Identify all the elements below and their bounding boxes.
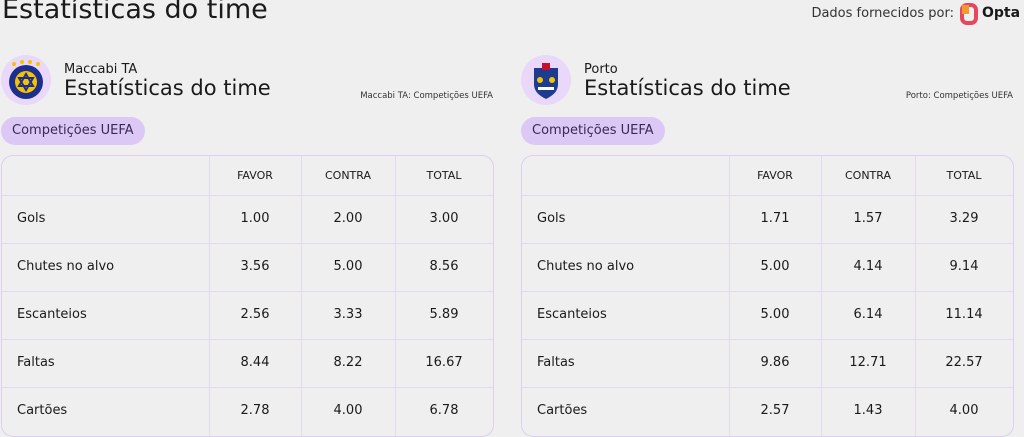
stat-value: 22.57 — [945, 355, 983, 370]
row-label: Gols — [537, 211, 566, 226]
row-divider — [2, 195, 493, 196]
stat-value: 5.00 — [760, 259, 790, 274]
stat-value: 8.44 — [240, 355, 270, 370]
row-divider — [522, 339, 1013, 340]
row-label: Cartões — [537, 403, 588, 418]
row-label: Chutes no alvo — [17, 259, 115, 274]
stat-value: 8.22 — [333, 355, 363, 370]
column-header: TOTAL — [946, 169, 982, 182]
column-divider — [209, 156, 210, 436]
stat-value: 16.67 — [425, 355, 463, 370]
team-logo — [521, 55, 571, 105]
column-header: CONTRA — [844, 169, 891, 182]
team-name: Porto — [584, 62, 618, 77]
stat-value: 2.57 — [760, 403, 790, 418]
row-divider — [522, 243, 1013, 244]
stat-value: 4.00 — [949, 403, 979, 418]
source-label: Dados fornecidos por: — [811, 6, 954, 21]
row-divider — [2, 387, 493, 388]
panel-source: Maccabi TA: Competições UEFA — [360, 91, 493, 101]
stat-value: 1.43 — [853, 403, 883, 418]
row-label: Cartões — [17, 403, 68, 418]
stats-table: FAVOR CONTRA TOTAL Gols 1.71 1.57 3.29 Chutes n… — [521, 155, 1014, 437]
row-divider — [522, 195, 1013, 196]
column-header: TOTAL — [426, 169, 462, 182]
source-brand: Opta — [982, 5, 1021, 21]
stat-value: 2.78 — [240, 403, 270, 418]
opta-logo — [960, 3, 978, 25]
panel-subtitle: Estatísticas do time — [64, 76, 271, 100]
column-divider — [301, 156, 302, 436]
row-divider — [522, 387, 1013, 388]
stat-value: 4.00 — [333, 403, 363, 418]
page-title: Estatísticas do time — [2, 0, 268, 25]
column-divider — [729, 156, 730, 436]
stat-value: 3.00 — [429, 211, 459, 226]
stat-value: 6.78 — [429, 403, 459, 418]
stat-value: 2.56 — [240, 307, 270, 322]
stat-value: 3.33 — [333, 307, 363, 322]
row-divider — [522, 291, 1013, 292]
stat-value: 5.00 — [333, 259, 363, 274]
row-divider — [2, 291, 493, 292]
stat-value: 2.00 — [333, 211, 363, 226]
stat-value: 12.71 — [849, 355, 887, 370]
stat-value: 3.56 — [240, 259, 270, 274]
column-header: CONTRA — [324, 169, 371, 182]
panel-source: Porto: Competições UEFA — [905, 91, 1013, 101]
stat-value: 1.57 — [853, 211, 883, 226]
column-divider — [915, 156, 916, 436]
row-divider — [2, 243, 493, 244]
stat-value: 6.14 — [853, 307, 883, 322]
row-label: Gols — [17, 211, 46, 226]
column-divider — [395, 156, 396, 436]
panel-subtitle: Estatísticas do time — [584, 76, 791, 100]
stats-table: FAVOR CONTRA TOTAL Gols 1.00 2.00 3.00 Chutes n… — [1, 155, 494, 437]
column-header: FAVOR — [757, 169, 793, 182]
row-label: Faltas — [537, 355, 575, 370]
row-label: Escanteios — [537, 307, 607, 322]
stat-value: 5.00 — [760, 307, 790, 322]
stat-value: 11.14 — [945, 307, 983, 322]
row-divider — [2, 339, 493, 340]
team-logo — [1, 55, 51, 105]
row-label: Chutes no alvo — [537, 259, 635, 274]
competition-pill: Competições UEFA — [1, 117, 145, 145]
column-header: FAVOR — [237, 169, 273, 182]
row-label: Escanteios — [17, 307, 87, 322]
stat-value: 1.71 — [760, 211, 790, 226]
column-divider — [821, 156, 822, 436]
stat-value: 3.29 — [949, 211, 979, 226]
stat-value: 5.89 — [429, 307, 459, 322]
row-label: Faltas — [17, 355, 55, 370]
stat-value: 9.14 — [949, 259, 979, 274]
competition-pill: Competições UEFA — [521, 117, 665, 145]
stat-value: 8.56 — [429, 259, 459, 274]
team-name: Maccabi TA — [64, 62, 138, 77]
stat-value: 9.86 — [760, 355, 790, 370]
stat-value: 1.00 — [240, 211, 270, 226]
stat-value: 4.14 — [853, 259, 883, 274]
